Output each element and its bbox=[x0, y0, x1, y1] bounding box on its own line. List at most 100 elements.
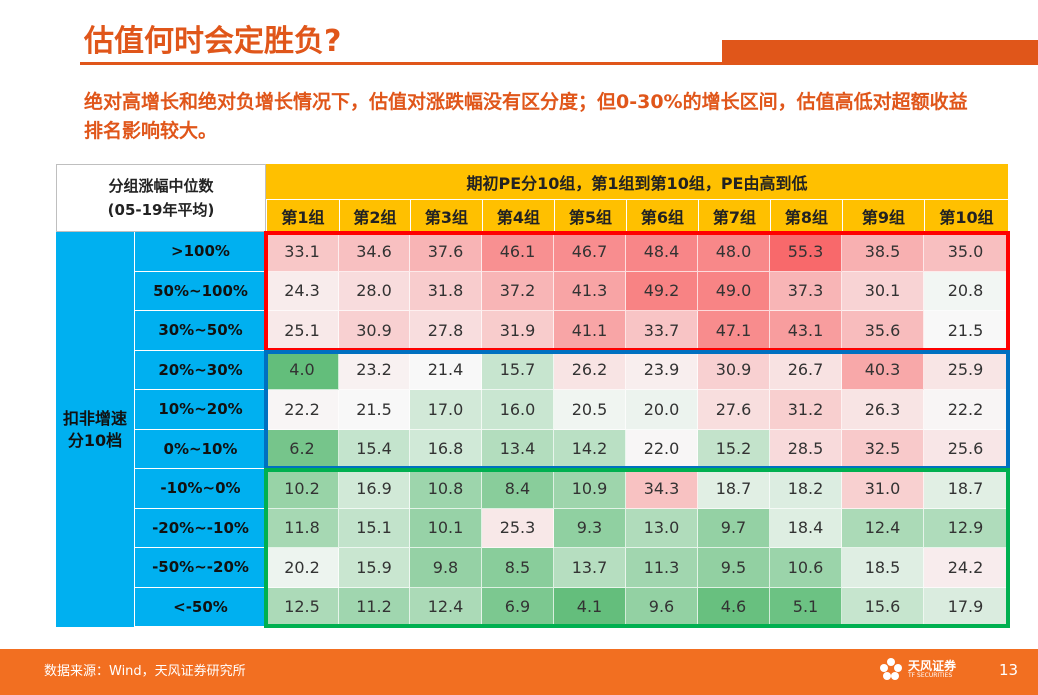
footer-bar bbox=[0, 649, 1038, 695]
heatmap-cell: 49.2 bbox=[626, 271, 698, 311]
heatmap-cell: 12.5 bbox=[266, 587, 339, 627]
heatmap-cell: 15.4 bbox=[339, 429, 410, 469]
heatmap-cell: 22.2 bbox=[924, 390, 1008, 430]
growth-band-label: 50%~100% bbox=[135, 271, 266, 310]
group-header-2: 第2组 bbox=[339, 200, 410, 232]
growth-band-label: -50%~-20% bbox=[135, 548, 266, 587]
heatmap-cell: 12.9 bbox=[924, 508, 1008, 548]
heatmap-cell: 49.0 bbox=[698, 271, 770, 311]
logo-text: 天风证券 bbox=[908, 658, 957, 673]
heatmap-cell: 16.0 bbox=[482, 390, 554, 430]
heatmap-cell: 9.3 bbox=[554, 508, 626, 548]
growth-band-label: -20%~-10% bbox=[135, 508, 266, 547]
heatmap-cell: 48.4 bbox=[626, 232, 698, 272]
heatmap-cell: 14.2 bbox=[554, 429, 626, 469]
heatmap-cell: 27.8 bbox=[410, 311, 482, 351]
heatmap-cell: 15.2 bbox=[698, 429, 770, 469]
growth-band-label: <-50% bbox=[135, 587, 266, 626]
heatmap-cell: 48.0 bbox=[698, 232, 770, 272]
corner-label-line1: 分组涨幅中位数 bbox=[108, 177, 214, 195]
corner-label: 分组涨幅中位数 (05-19年平均) bbox=[56, 164, 266, 232]
heatmap-cell: 15.7 bbox=[482, 350, 554, 390]
heatmap-cell: 34.3 bbox=[626, 469, 698, 509]
data-source: 数据来源：Wind，天风证券研究所 bbox=[44, 664, 246, 679]
heatmap-cell: 15.6 bbox=[842, 587, 924, 627]
heatmap-cell: 25.9 bbox=[924, 350, 1008, 390]
subtitle: 绝对高增长和绝对负增长情况下，估值对涨跌幅没有区分度；但0-30%的增长区间，估… bbox=[84, 91, 968, 142]
group-header-3: 第3组 bbox=[410, 200, 482, 232]
heatmap-cell: 20.5 bbox=[554, 390, 626, 430]
heatmap-cell: 18.7 bbox=[698, 469, 770, 509]
heatmap-cell: 37.3 bbox=[770, 271, 842, 311]
growth-band-label: 30%~50% bbox=[135, 311, 266, 350]
heatmap-cell: 34.6 bbox=[339, 232, 410, 272]
heatmap-cell: 15.1 bbox=[339, 508, 410, 548]
heatmap-cell: 10.8 bbox=[410, 469, 482, 509]
column-header: 期初PE分10组，第1组到第10组，PE由高到低 bbox=[266, 164, 1008, 199]
growth-band-label: 10%~20% bbox=[135, 390, 266, 429]
heatmap-cell: 31.2 bbox=[770, 390, 842, 430]
heatmap-cell: 47.1 bbox=[698, 311, 770, 351]
heatmap-cell: 10.1 bbox=[410, 508, 482, 548]
group-header-8: 第8组 bbox=[770, 200, 842, 232]
heatmap-cell: 24.3 bbox=[266, 271, 339, 311]
heatmap-cell: 18.7 bbox=[924, 469, 1008, 509]
heatmap-cell: 13.4 bbox=[482, 429, 554, 469]
heatmap-cell: 46.1 bbox=[482, 232, 554, 272]
group-header-6: 第6组 bbox=[626, 200, 698, 232]
heatmap-cell: 16.8 bbox=[410, 429, 482, 469]
heatmap-cell: 22.0 bbox=[626, 429, 698, 469]
heatmap-cell: 27.6 bbox=[698, 390, 770, 430]
group-header-7: 第7组 bbox=[698, 200, 770, 232]
heatmap-cell: 8.5 bbox=[482, 548, 554, 588]
heatmap-cell: 20.0 bbox=[626, 390, 698, 430]
heatmap-cell: 9.7 bbox=[698, 508, 770, 548]
heatmap-cell: 30.9 bbox=[339, 311, 410, 351]
heatmap-cell: 20.2 bbox=[266, 548, 339, 588]
heatmap-cell: 33.7 bbox=[626, 311, 698, 351]
heatmap-cell: 6.2 bbox=[266, 429, 339, 469]
heatmap-cell: 38.5 bbox=[842, 232, 924, 272]
heatmap-cell: 16.9 bbox=[339, 469, 410, 509]
group-header-1: 第1组 bbox=[266, 200, 339, 232]
heatmap-cell: 18.4 bbox=[770, 508, 842, 548]
heatmap-cell: 4.6 bbox=[698, 587, 770, 627]
heatmap-cell: 4.0 bbox=[266, 350, 339, 390]
heatmap-cell: 12.4 bbox=[842, 508, 924, 548]
heatmap-cell: 13.0 bbox=[626, 508, 698, 548]
row-header: 扣非增速分10档 bbox=[56, 232, 134, 627]
page-title: 估值何时会定胜负? bbox=[84, 24, 342, 59]
heatmap-cell: 55.3 bbox=[770, 232, 842, 272]
group-header-10: 第10组 bbox=[924, 200, 1008, 232]
group-header-9: 第9组 bbox=[842, 200, 924, 232]
heatmap-cell: 28.0 bbox=[339, 271, 410, 311]
heatmap-cell: 10.6 bbox=[770, 548, 842, 588]
heatmap-cell: 26.7 bbox=[770, 350, 842, 390]
page-number: 13 bbox=[999, 661, 1019, 679]
heatmap-cell: 30.9 bbox=[698, 350, 770, 390]
heatmap-cell: 25.6 bbox=[924, 429, 1008, 469]
heatmap-cell: 43.1 bbox=[770, 311, 842, 351]
heatmap-cell: 21.5 bbox=[339, 390, 410, 430]
heatmap-cell: 35.6 bbox=[842, 311, 924, 351]
heatmap-cell: 46.7 bbox=[554, 232, 626, 272]
heatmap-cell: 18.2 bbox=[770, 469, 842, 509]
heatmap-cell: 37.6 bbox=[410, 232, 482, 272]
heatmap-cell: 37.2 bbox=[482, 271, 554, 311]
heatmap-cell: 41.3 bbox=[554, 271, 626, 311]
heatmap-cell: 26.2 bbox=[554, 350, 626, 390]
growth-band-label: >100% bbox=[135, 232, 266, 271]
heatmap-cell: 23.9 bbox=[626, 350, 698, 390]
heatmap-cell: 21.4 bbox=[410, 350, 482, 390]
heatmap-cell: 11.8 bbox=[266, 508, 339, 548]
heatmap-cell: 11.3 bbox=[626, 548, 698, 588]
heatmap-cell: 31.8 bbox=[410, 271, 482, 311]
growth-band-label: 20%~30% bbox=[135, 350, 266, 389]
growth-band-label: -10%~0% bbox=[135, 469, 266, 508]
company-logo: 天风证券 TF SECURITIES bbox=[878, 656, 956, 682]
heatmap-cell: 5.1 bbox=[770, 587, 842, 627]
heatmap-cell: 18.5 bbox=[842, 548, 924, 588]
heatmap-cell: 9.5 bbox=[698, 548, 770, 588]
heatmap-cell: 28.5 bbox=[770, 429, 842, 469]
heatmap-cell: 13.7 bbox=[554, 548, 626, 588]
